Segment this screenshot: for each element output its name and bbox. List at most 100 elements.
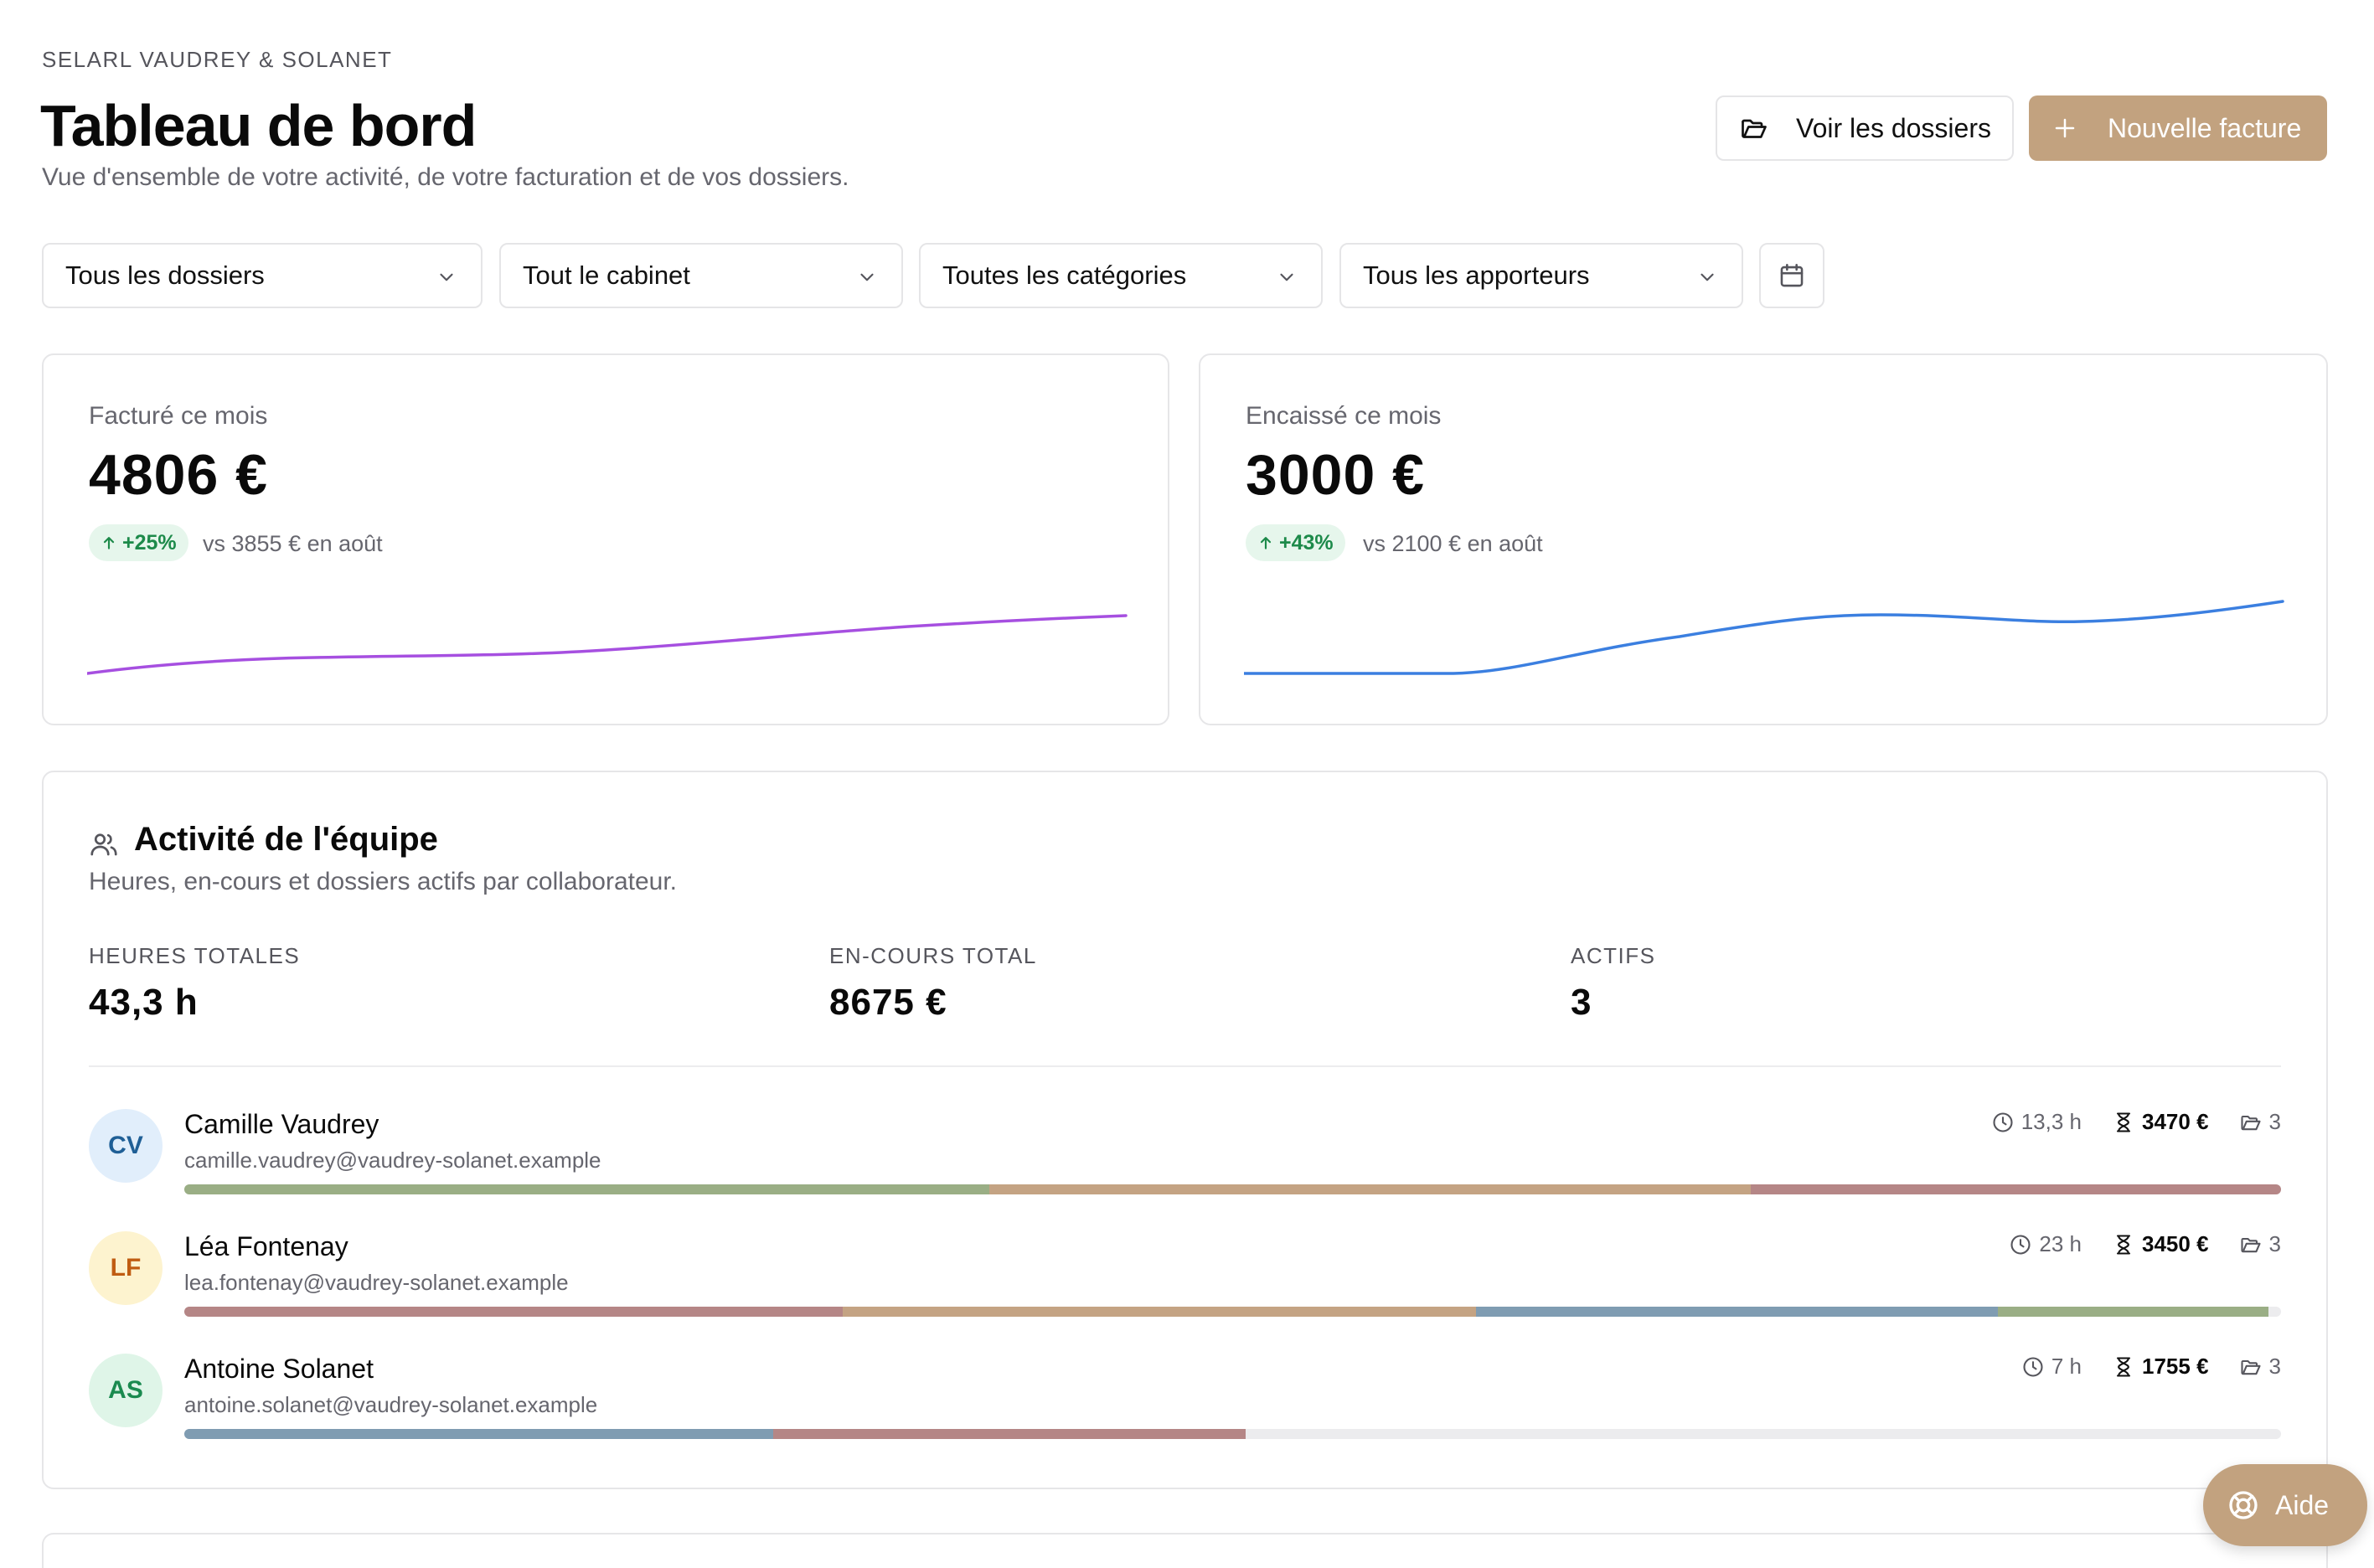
allocation-segment bbox=[842, 1307, 1476, 1317]
page-title: Tableau de bord bbox=[40, 93, 477, 158]
member-dossiers: 3 bbox=[2268, 1109, 2281, 1134]
member-stats: 13,3 h 3470 € 3 bbox=[1961, 1109, 2281, 1135]
hourglass-icon bbox=[2116, 1356, 2131, 1377]
member-allocation-bar bbox=[184, 1429, 2281, 1439]
lifebuoy-icon bbox=[2229, 1491, 2258, 1519]
stat-label-encours: EN-COURS TOTAL bbox=[829, 943, 1037, 968]
kpi-compare: vs 2100 € en août bbox=[1363, 531, 1543, 556]
clock-icon bbox=[2023, 1356, 2043, 1377]
delta-badge: +25% bbox=[89, 524, 188, 561]
calendar-icon bbox=[1780, 263, 1804, 287]
filter-dossiers[interactable]: Tous les dossiers bbox=[42, 243, 483, 308]
team-subtitle: Heures, en-cours et dossiers actifs par … bbox=[89, 868, 677, 895]
folder-icon bbox=[2240, 1115, 2261, 1130]
member-encours: 3470 € bbox=[2142, 1109, 2209, 1134]
kpi-compare: vs 3855 € en août bbox=[203, 531, 383, 556]
delta-value: +43% bbox=[1279, 530, 1334, 554]
help-button[interactable]: Aide bbox=[2203, 1464, 2367, 1546]
divider bbox=[89, 1065, 2281, 1067]
team-member-row[interactable]: AS Antoine Solanet antoine.solanet@vaudr… bbox=[89, 1349, 2281, 1471]
member-encours: 1755 € bbox=[2142, 1354, 2209, 1379]
folder-icon bbox=[2240, 1359, 2261, 1375]
kpi-label: Encaissé ce mois bbox=[1246, 402, 1442, 430]
arrow-up-icon bbox=[1260, 537, 1272, 549]
clock-icon bbox=[2010, 1234, 2031, 1255]
help-label: Aide bbox=[2275, 1489, 2330, 1520]
folder-icon bbox=[2240, 1237, 2261, 1252]
stat-value-hours: 43,3 h bbox=[89, 982, 199, 1023]
kpi-card-billed: Facturé ce mois 4806 € +25% vs 3855 € en… bbox=[42, 353, 1169, 725]
member-email: lea.fontenay@vaudrey-solanet.example bbox=[184, 1270, 569, 1295]
avatar: CV bbox=[89, 1109, 163, 1183]
member-hours: 13,3 h bbox=[2020, 1109, 2082, 1134]
allocation-segment bbox=[773, 1429, 1246, 1439]
allocation-segment bbox=[184, 1429, 774, 1439]
member-name: Léa Fontenay bbox=[184, 1231, 348, 1261]
stat-value-actifs: 3 bbox=[1571, 982, 1592, 1023]
member-email: antoine.solanet@vaudrey-solanet.example bbox=[184, 1392, 598, 1417]
member-hours: 23 h bbox=[2039, 1231, 2082, 1256]
member-allocation-bar bbox=[184, 1307, 2281, 1317]
hourglass-icon bbox=[2116, 1112, 2131, 1132]
kpi-value: 4806 € bbox=[89, 443, 268, 507]
chevron-down-icon bbox=[1280, 273, 1293, 281]
arrow-up-icon bbox=[103, 537, 115, 549]
team-title: Activité de l'équipe bbox=[134, 821, 438, 858]
stat-value-encours: 8675 € bbox=[829, 982, 947, 1023]
page-subtitle: Vue d'ensemble de votre activité, de vot… bbox=[42, 163, 849, 191]
kpi-value: 3000 € bbox=[1246, 443, 1425, 507]
allocation-segment bbox=[989, 1184, 1751, 1194]
filter-categories-value: Toutes les catégories bbox=[942, 260, 1187, 290]
next-section-card bbox=[42, 1533, 2328, 1568]
collected-sparkline-line bbox=[1244, 600, 2284, 675]
filter-cabinet-value: Tout le cabinet bbox=[523, 260, 690, 290]
filter-categories[interactable]: Toutes les catégories bbox=[919, 243, 1323, 308]
member-hours: 7 h bbox=[2051, 1354, 2082, 1379]
filter-apporteurs[interactable]: Tous les apporteurs bbox=[1339, 243, 1743, 308]
member-allocation-bar bbox=[184, 1184, 2281, 1194]
allocation-segment bbox=[1475, 1307, 1999, 1317]
allocation-segment bbox=[1998, 1307, 2268, 1317]
plus-icon bbox=[2055, 118, 2075, 138]
kpi-label: Facturé ce mois bbox=[89, 402, 268, 430]
avatar: AS bbox=[89, 1354, 163, 1427]
view-folders-button[interactable]: Voir les dossiers bbox=[1716, 95, 2014, 161]
filter-dossiers-value: Tous les dossiers bbox=[65, 260, 265, 290]
team-member-row[interactable]: CV Camille Vaudrey camille.vaudrey@vaudr… bbox=[89, 1104, 2281, 1226]
member-email: camille.vaudrey@vaudrey-solanet.example bbox=[184, 1148, 601, 1173]
filter-cabinet[interactable]: Tout le cabinet bbox=[499, 243, 903, 308]
new-invoice-button[interactable]: Nouvelle facture bbox=[2029, 95, 2327, 161]
allocation-segment bbox=[184, 1307, 843, 1317]
chevron-down-icon bbox=[440, 273, 453, 281]
stat-label-actifs: ACTIFS bbox=[1571, 943, 1656, 968]
delta-badge: +43% bbox=[1246, 524, 1345, 561]
firm-name: SELARL VAUDREY & SOLANET bbox=[42, 47, 393, 72]
view-folders-label: Voir les dossiers bbox=[1796, 112, 1991, 143]
team-member-row[interactable]: LF Léa Fontenay lea.fontenay@vaudrey-sol… bbox=[89, 1226, 2281, 1349]
stat-label-hours: HEURES TOTALES bbox=[89, 943, 301, 968]
chevron-down-icon bbox=[1701, 273, 1714, 281]
member-stats: 7 h 1755 € 3 bbox=[1991, 1354, 2281, 1380]
member-dossiers: 3 bbox=[2268, 1354, 2281, 1379]
member-stats: 23 h 3450 € 3 bbox=[1979, 1231, 2281, 1257]
billed-sparkline bbox=[87, 614, 1128, 675]
member-name: Antoine Solanet bbox=[184, 1354, 374, 1384]
chevron-down-icon bbox=[860, 273, 874, 281]
kpi-card-collected: Encaissé ce mois 3000 € +43% vs 2100 € e… bbox=[1199, 353, 2328, 725]
hourglass-icon bbox=[2116, 1234, 2131, 1255]
clock-icon bbox=[1993, 1112, 2013, 1132]
allocation-segment bbox=[1750, 1184, 2281, 1194]
member-dossiers: 3 bbox=[2268, 1231, 2281, 1256]
avatar: LF bbox=[89, 1231, 163, 1305]
users-icon bbox=[90, 833, 117, 856]
filter-apporteurs-value: Tous les apporteurs bbox=[1363, 260, 1590, 290]
collected-sparkline bbox=[1244, 600, 2284, 675]
new-invoice-label: Nouvelle facture bbox=[2108, 112, 2302, 143]
billed-sparkline-line bbox=[87, 614, 1128, 675]
folder-open-icon bbox=[1742, 119, 1767, 138]
member-name: Camille Vaudrey bbox=[184, 1109, 379, 1139]
team-activity-card: Activité de l'équipe Heures, en-cours et… bbox=[42, 771, 2328, 1489]
date-picker-button[interactable] bbox=[1759, 243, 1824, 308]
member-encours: 3450 € bbox=[2142, 1231, 2209, 1256]
allocation-segment bbox=[184, 1184, 990, 1194]
